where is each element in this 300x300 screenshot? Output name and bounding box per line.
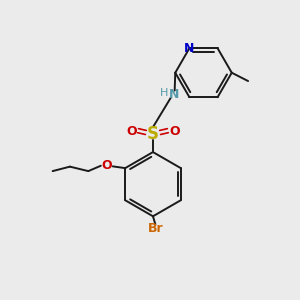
Text: O: O xyxy=(126,125,137,138)
Text: H: H xyxy=(160,88,168,98)
Text: O: O xyxy=(169,125,180,138)
Text: N: N xyxy=(169,88,179,100)
Text: O: O xyxy=(101,159,112,172)
Text: N: N xyxy=(184,42,195,55)
Text: Br: Br xyxy=(148,222,163,235)
Text: S: S xyxy=(147,125,159,143)
